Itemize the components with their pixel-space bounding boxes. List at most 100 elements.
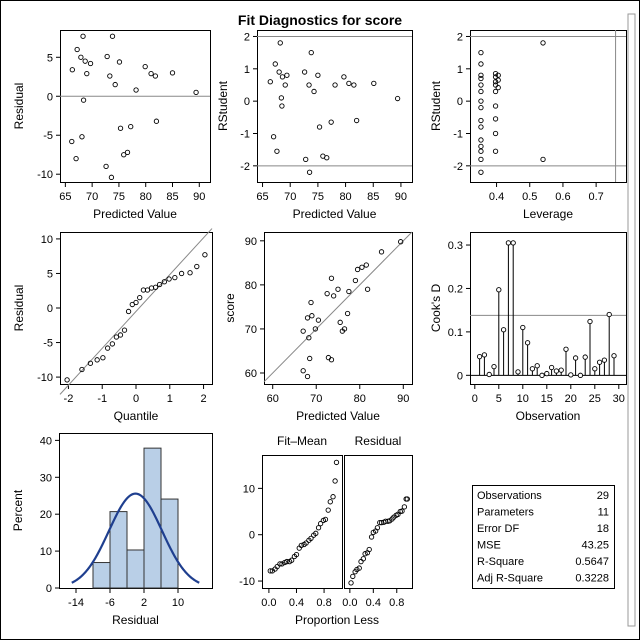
data-point [492, 74, 499, 80]
data-point [478, 75, 484, 82]
data-point [74, 46, 80, 53]
cooks-point [558, 367, 564, 373]
cooks-point [520, 324, 526, 331]
fit-mean-point [274, 564, 280, 570]
rstud_pred-panel: 65 70 75 80 85 90 -2 -1 0 1 2 [240, 30, 413, 203]
data-point [69, 138, 75, 145]
fit-mean-point [325, 507, 331, 513]
data-point [137, 294, 143, 301]
data-point [276, 69, 282, 75]
table-row-value: 43.25 [581, 540, 609, 552]
cooks-point [563, 346, 569, 352]
data-point [492, 103, 499, 109]
fit-mean-point [322, 516, 329, 523]
table-row-label: Adj R-Square [477, 573, 543, 585]
data-point [69, 67, 75, 73]
data-point [492, 71, 499, 77]
x-axis-label: Observation [516, 409, 581, 423]
panel-title-fit-mean: Fit–Mean [277, 434, 327, 448]
x-tick-label: 80 [339, 191, 351, 203]
data-point [344, 310, 351, 317]
data-point [100, 355, 106, 361]
y-tick-label: 20 [40, 509, 52, 521]
y-tick-label: 1 [244, 64, 250, 76]
data-point [121, 327, 128, 333]
fit-mean-point [327, 499, 333, 505]
x-axis-label: Predicted Value [93, 207, 177, 221]
y-tick-label: 0 [457, 96, 463, 108]
cooks-point [539, 372, 545, 378]
data-point [117, 332, 124, 338]
data-point [187, 270, 193, 276]
data-point [80, 97, 87, 103]
data-point [84, 71, 90, 77]
x-tick-label: 80 [140, 191, 152, 203]
data-point [133, 299, 139, 306]
residual-point [374, 525, 381, 531]
y-tick-label: 2 [244, 31, 250, 43]
data-point [337, 319, 343, 325]
y-tick-label: 0 [244, 96, 250, 108]
histogram-bar [143, 447, 162, 589]
data-point [492, 79, 499, 85]
x-tick-label: -14 [68, 597, 84, 609]
fit-mean-point [267, 568, 273, 574]
table-row-value: 0.3228 [575, 573, 609, 585]
data-point [492, 82, 499, 88]
data-point [492, 116, 499, 122]
data-point [307, 355, 313, 362]
cooks-point [496, 287, 502, 293]
fit-mean-point [317, 520, 324, 527]
data-point [172, 274, 178, 281]
data-point [79, 366, 85, 373]
table-row-label: Observations [477, 490, 542, 502]
data-point [312, 326, 319, 332]
residual-point [401, 504, 408, 510]
data-point [124, 149, 131, 156]
x-axis-label: Predicted Value [293, 207, 377, 221]
data-point [324, 155, 330, 161]
data-point [371, 80, 377, 87]
cooks-point [572, 355, 579, 361]
data-point [346, 80, 352, 87]
cooks-point [611, 353, 617, 359]
x-tick-label: 30 [613, 393, 625, 405]
histogram-bar [92, 562, 111, 589]
data-point [112, 81, 118, 88]
cooks-point [544, 370, 550, 377]
data-point [341, 74, 347, 80]
fit-mean-point [279, 561, 285, 567]
data-point [113, 334, 120, 340]
x-tick-label: 20 [565, 393, 577, 405]
table-row-label: Parameters [477, 507, 534, 519]
y-tick-label: 0.2 [448, 283, 463, 295]
y-tick-label: 30 [40, 472, 52, 484]
data-point [540, 40, 546, 46]
x-tick-label: 85 [166, 191, 178, 203]
y-tick-label: 5 [47, 52, 53, 64]
x-tick-label: 0.4 [366, 597, 381, 609]
cooks-point [510, 240, 516, 246]
histogram-bar [160, 498, 179, 589]
fit-mean-point [298, 542, 304, 549]
cooks-point [476, 353, 483, 360]
y-tick-label: -1 [453, 128, 463, 140]
cooks-point [606, 311, 612, 318]
y-tick-label: 0 [47, 91, 53, 103]
data-point [279, 74, 286, 80]
data-point [478, 72, 484, 78]
data-point [315, 317, 322, 323]
x-axis-label: Predicted Value [296, 409, 380, 423]
fit-mean-point [332, 478, 338, 484]
cooks-point [553, 368, 560, 374]
y-tick-label: 80 [245, 280, 257, 292]
data-point [193, 89, 199, 96]
x-tick-label: 75 [113, 191, 125, 203]
x-tick-label: -6 [105, 597, 115, 609]
x-tick-label: 0 [472, 393, 478, 405]
data-point [82, 58, 88, 64]
y-axis-label: Cook's D [429, 284, 443, 333]
cooks-point [524, 340, 531, 346]
